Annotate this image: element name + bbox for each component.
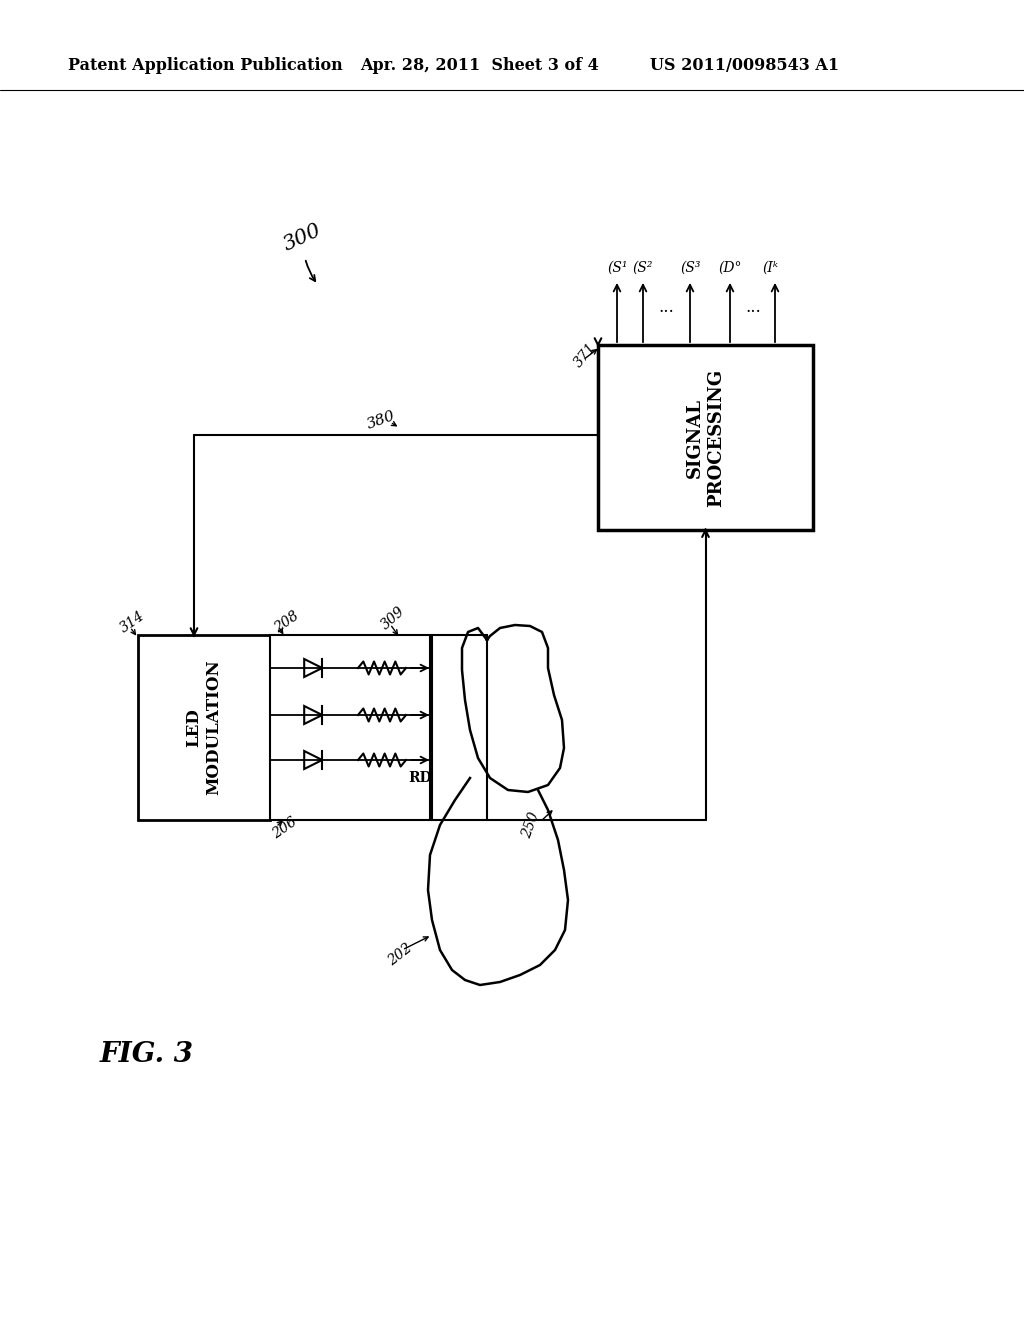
- Text: (D°: (D°: [718, 261, 741, 275]
- Text: Patent Application Publication: Patent Application Publication: [68, 57, 343, 74]
- Text: 371: 371: [571, 341, 599, 370]
- Text: 206: 206: [270, 814, 300, 841]
- Text: SIGNAL
PROCESSING: SIGNAL PROCESSING: [686, 368, 725, 507]
- Text: RD: RD: [408, 771, 432, 785]
- Bar: [598, 345, 813, 531]
- Text: 208: 208: [272, 609, 302, 635]
- Text: (S³: (S³: [680, 261, 700, 275]
- Text: 300: 300: [280, 220, 324, 255]
- Text: LED
MODULATION: LED MODULATION: [185, 660, 222, 796]
- Text: Apr. 28, 2011  Sheet 3 of 4: Apr. 28, 2011 Sheet 3 of 4: [360, 57, 599, 74]
- Text: 202: 202: [385, 941, 415, 969]
- Text: (S¹: (S¹: [607, 261, 628, 275]
- Text: FIG. 3: FIG. 3: [100, 1041, 194, 1068]
- Text: 250: 250: [520, 810, 543, 840]
- Bar: [270, 635, 430, 820]
- Text: (S²: (S²: [632, 261, 652, 275]
- Bar: [432, 635, 487, 820]
- Text: 380: 380: [365, 408, 397, 432]
- Text: 314: 314: [118, 609, 147, 635]
- Text: 309: 309: [378, 603, 408, 632]
- Text: US 2011/0098543 A1: US 2011/0098543 A1: [650, 57, 839, 74]
- Bar: [138, 635, 270, 820]
- Text: (Iᵏ: (Iᵏ: [762, 261, 778, 275]
- Text: ...: ...: [745, 298, 761, 315]
- Text: ...: ...: [658, 298, 674, 315]
